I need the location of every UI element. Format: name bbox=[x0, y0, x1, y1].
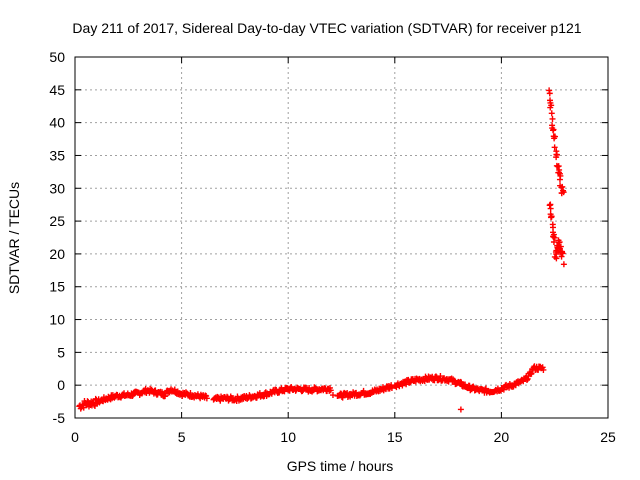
data-point bbox=[523, 377, 530, 384]
x-tick-label: 25 bbox=[600, 429, 616, 445]
x-tick-label: 10 bbox=[280, 429, 296, 445]
data-point bbox=[327, 387, 334, 394]
data-point bbox=[466, 382, 473, 389]
y-tick-label: 10 bbox=[49, 312, 65, 328]
data-point bbox=[547, 97, 554, 104]
y-axis-label: SDTVAR / TECUs bbox=[6, 182, 22, 294]
y-tick-label: 30 bbox=[49, 180, 65, 196]
x-tick-label: 20 bbox=[494, 429, 510, 445]
y-tick-label: 40 bbox=[49, 115, 65, 131]
data-point bbox=[560, 261, 567, 268]
data-point bbox=[548, 102, 555, 109]
data-point bbox=[323, 388, 330, 395]
y-tick-label: 50 bbox=[49, 49, 65, 65]
data-points bbox=[76, 87, 567, 413]
y-tick-label: 45 bbox=[49, 82, 65, 98]
data-point bbox=[550, 126, 557, 133]
data-point bbox=[524, 375, 531, 382]
y-tick-label: 5 bbox=[57, 344, 65, 360]
y-tick-label: -5 bbox=[53, 410, 66, 426]
data-point bbox=[329, 392, 336, 399]
data-point bbox=[548, 110, 555, 117]
data-point bbox=[547, 205, 554, 212]
y-tick-label: 15 bbox=[49, 279, 65, 295]
data-point bbox=[540, 366, 547, 373]
data-point bbox=[203, 395, 210, 402]
axis-ticks: 0 5 10 15 20 25 -5 0 5 10 15 20 25 30 35 40 45 50 bbox=[49, 49, 616, 445]
data-point bbox=[560, 189, 567, 196]
data-point bbox=[549, 115, 556, 122]
data-point bbox=[553, 151, 560, 158]
data-point bbox=[550, 239, 557, 246]
x-tick-label: 15 bbox=[387, 429, 403, 445]
data-point bbox=[159, 389, 166, 396]
data-point bbox=[552, 133, 559, 140]
data-point bbox=[547, 214, 554, 221]
x-axis-label: GPS time / hours bbox=[287, 458, 394, 474]
data-point bbox=[187, 390, 194, 397]
x-tick-label: 0 bbox=[71, 429, 79, 445]
data-point bbox=[528, 370, 535, 377]
x-tick-label: 5 bbox=[178, 429, 186, 445]
data-point bbox=[339, 394, 346, 401]
data-point bbox=[559, 183, 566, 190]
data-point bbox=[557, 243, 564, 250]
y-tick-label: 25 bbox=[49, 213, 65, 229]
data-point bbox=[129, 392, 136, 399]
data-point bbox=[550, 231, 557, 238]
grid bbox=[75, 57, 608, 418]
data-point bbox=[559, 250, 566, 257]
y-tick-label: 0 bbox=[57, 377, 65, 393]
y-tick-label: 35 bbox=[49, 147, 65, 163]
data-point bbox=[551, 144, 558, 151]
data-point bbox=[457, 406, 464, 413]
y-tick-label: 20 bbox=[49, 246, 65, 262]
chart-title: Day 211 of 2017, Sidereal Day-to-day VTE… bbox=[72, 20, 581, 36]
data-point bbox=[556, 176, 563, 183]
plot-frame bbox=[74, 56, 609, 419]
data-point bbox=[551, 234, 558, 241]
data-point bbox=[546, 87, 553, 94]
data-point bbox=[162, 393, 169, 400]
